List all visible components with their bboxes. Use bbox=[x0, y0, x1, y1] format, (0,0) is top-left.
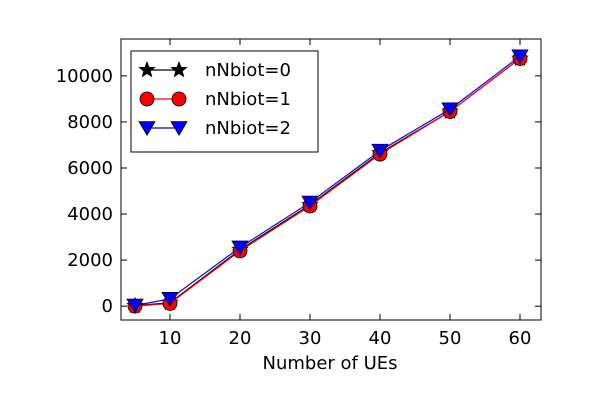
data-point bbox=[371, 143, 389, 159]
y-tick-label: 4000 bbox=[67, 204, 113, 225]
y-tick-label: 6000 bbox=[67, 158, 113, 179]
y-tick-label: 10000 bbox=[56, 66, 113, 87]
plot-frame bbox=[120, 38, 542, 321]
legend-entry: nNbiot=0 bbox=[138, 60, 291, 81]
data-point bbox=[126, 298, 144, 314]
legend-label: nNbiot=2 bbox=[205, 118, 291, 139]
y-tick-label: 8000 bbox=[67, 112, 113, 133]
x-tick-label: 20 bbox=[229, 328, 252, 349]
x-tick-label: 10 bbox=[159, 328, 182, 349]
legend-entry: nNbiot=2 bbox=[138, 118, 291, 139]
data-point bbox=[441, 102, 459, 118]
x-axis-label: Number of UEs bbox=[262, 353, 397, 374]
legend: nNbiot=0 nNbiot=1 nNbiot=2 bbox=[130, 50, 319, 153]
x-tick-label: 50 bbox=[439, 328, 462, 349]
x-tick-label: 40 bbox=[369, 328, 392, 349]
y-tick-label: 0 bbox=[102, 296, 113, 317]
data-point bbox=[301, 195, 319, 211]
legend-entry: nNbiot=1 bbox=[139, 89, 291, 110]
series-3 bbox=[126, 49, 529, 314]
legend-marker bbox=[171, 91, 187, 107]
data-point bbox=[161, 292, 179, 307]
legend-marker bbox=[138, 60, 156, 78]
legend-box bbox=[130, 50, 319, 153]
legend-marker bbox=[170, 121, 188, 136]
legend-marker bbox=[170, 60, 188, 78]
legend-marker bbox=[139, 91, 155, 107]
x-tick-label: 30 bbox=[299, 328, 322, 349]
axes-layer: 10 20 30 40 50 60 0 2000 4000 6000 8000 10000 bbox=[56, 38, 542, 349]
legend-label: nNbiot=1 bbox=[205, 89, 291, 110]
data-point bbox=[511, 49, 529, 65]
legend-label: nNbiot=0 bbox=[205, 60, 291, 81]
y-tick-label: 2000 bbox=[67, 250, 113, 271]
data-point bbox=[231, 240, 249, 256]
legend-marker bbox=[138, 121, 156, 136]
x-tick-label: 60 bbox=[509, 328, 532, 349]
series-layer bbox=[126, 49, 529, 314]
